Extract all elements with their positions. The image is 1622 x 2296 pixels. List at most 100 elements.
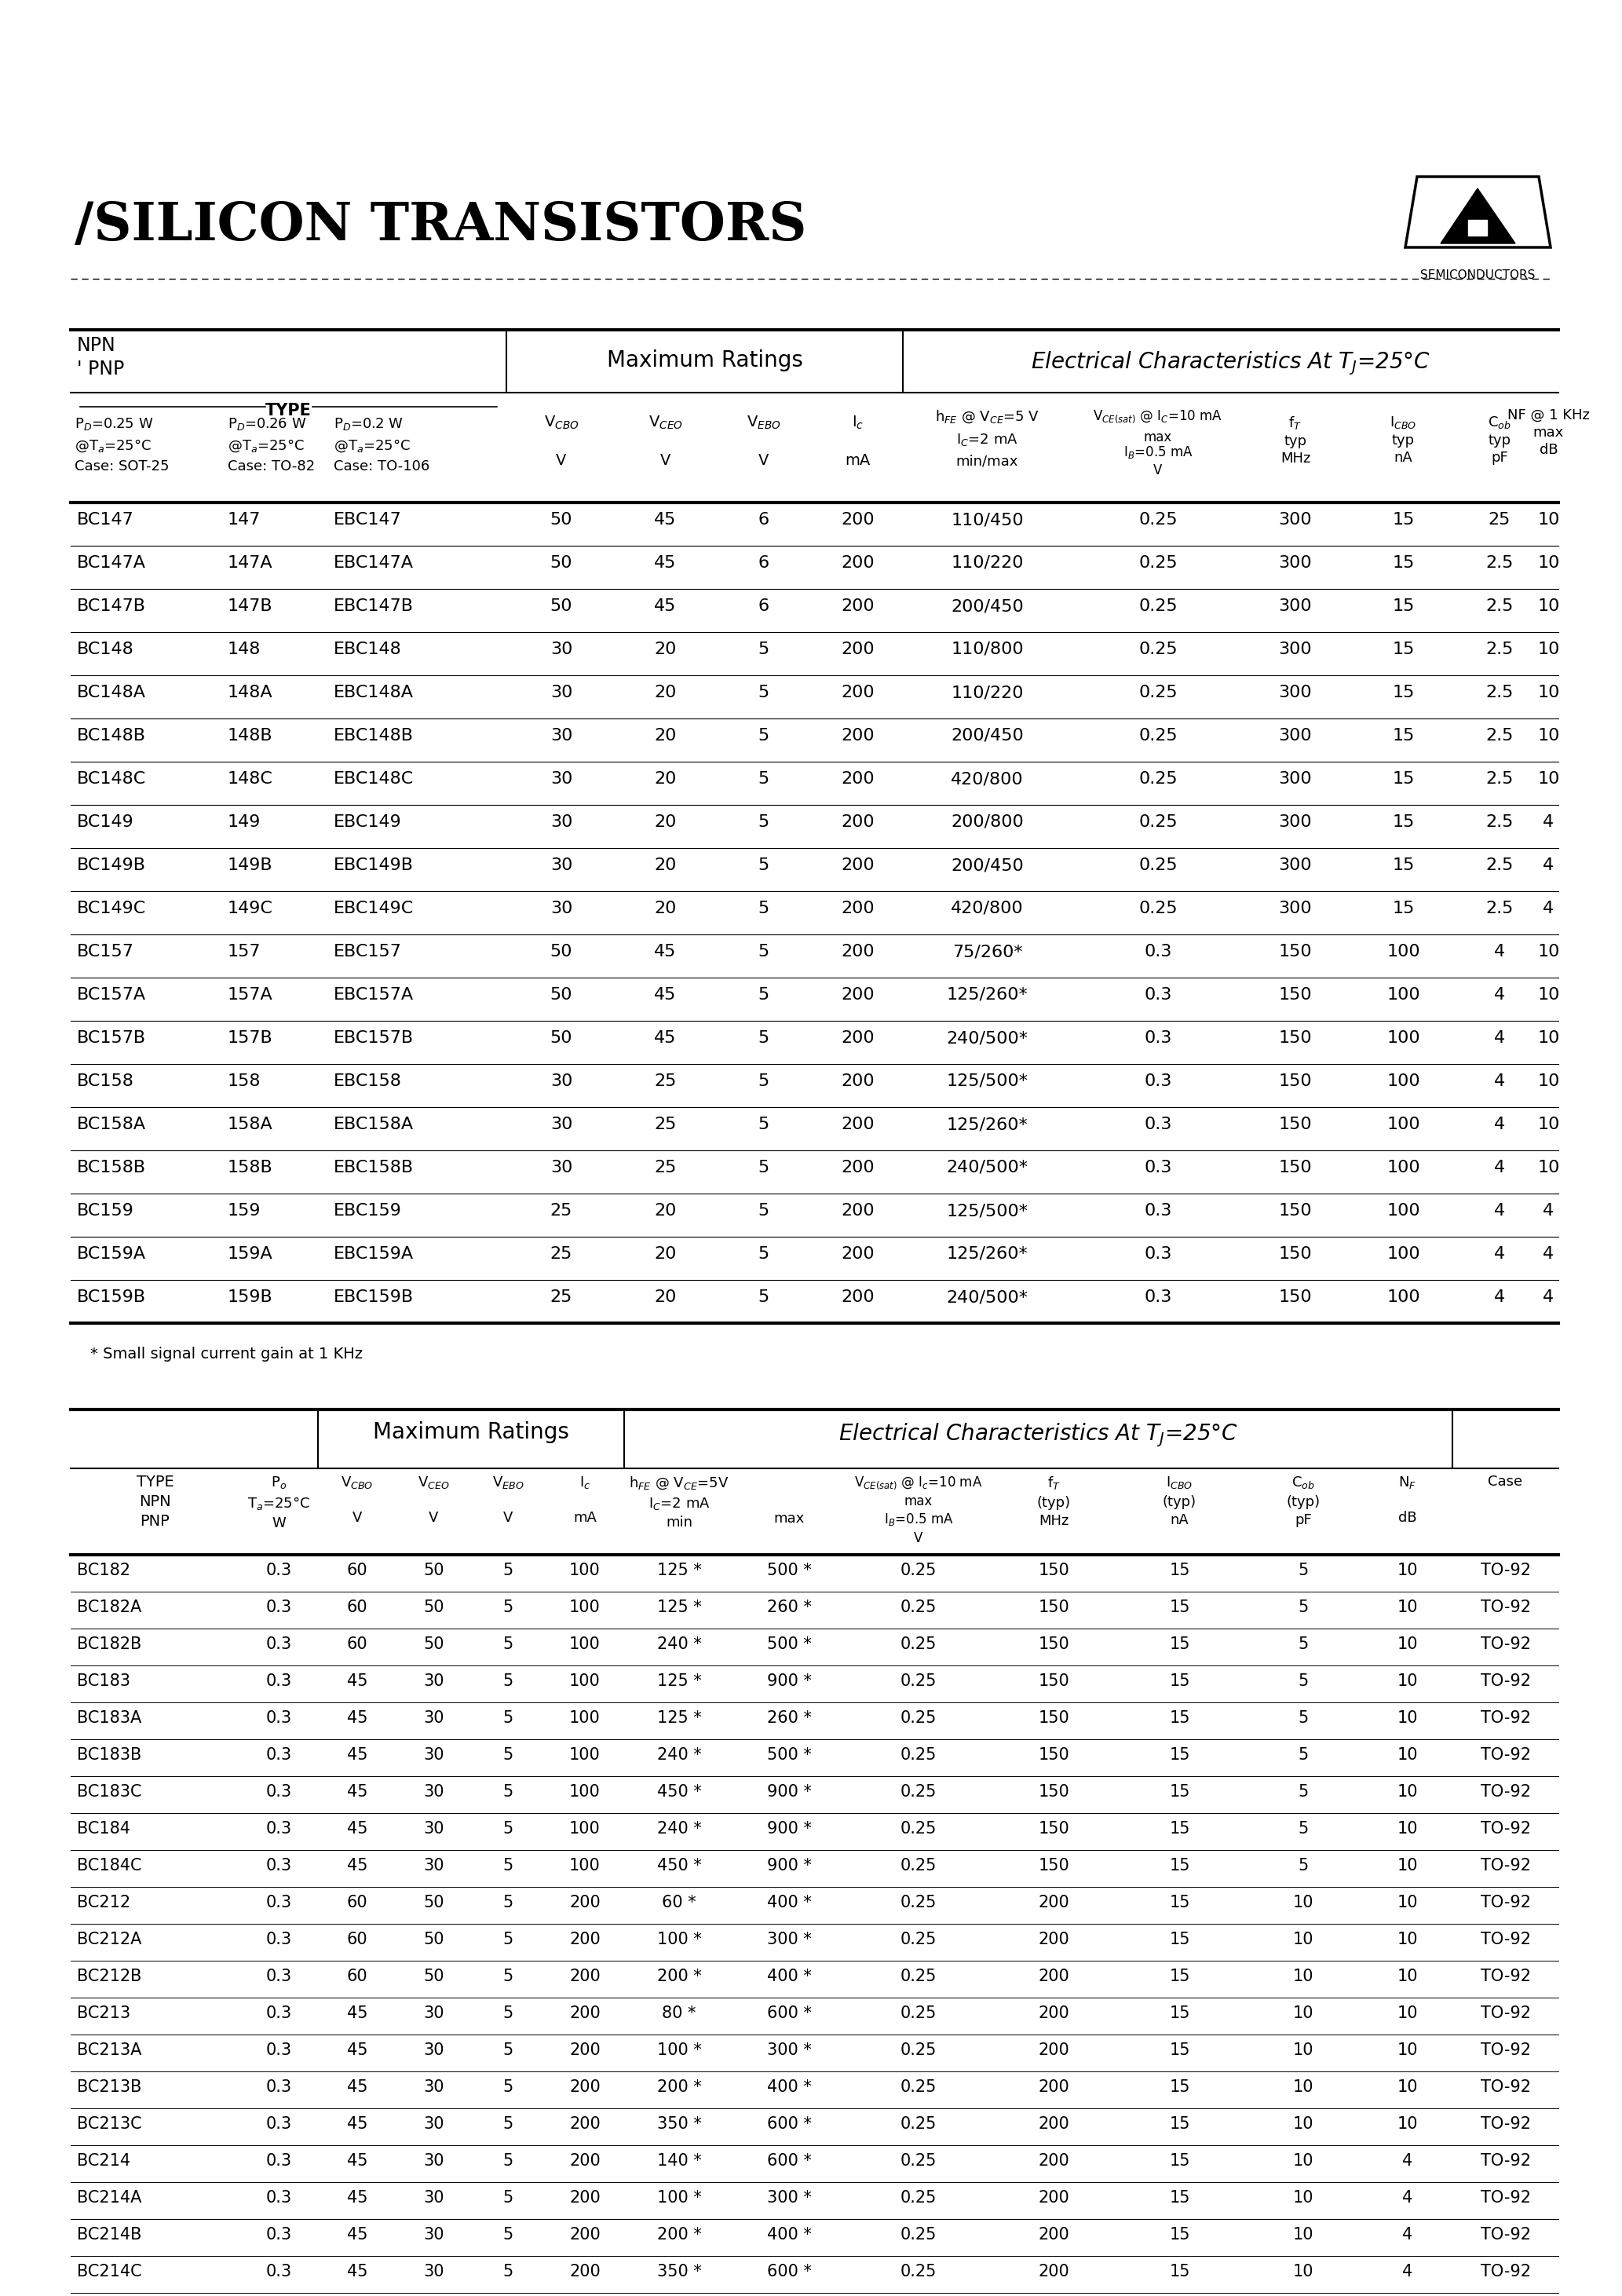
Text: 200: 200	[1038, 2190, 1069, 2206]
Text: 157B: 157B	[227, 1031, 272, 1047]
Text: 300 *: 300 *	[767, 1931, 811, 1947]
Text: 200: 200	[569, 2264, 600, 2280]
Text: 30: 30	[423, 2080, 444, 2094]
Text: 0.25: 0.25	[1139, 771, 1178, 788]
Text: 0.3: 0.3	[266, 2080, 292, 2094]
Text: EBC148: EBC148	[334, 641, 402, 657]
Text: TO-92: TO-92	[1481, 1711, 1531, 1727]
Text: 450 *: 450 *	[657, 1857, 701, 1874]
Text: 15: 15	[1169, 1711, 1191, 1727]
Text: 0.25: 0.25	[1139, 641, 1178, 657]
Text: 2.5: 2.5	[1486, 684, 1513, 700]
Text: BC157: BC157	[76, 944, 135, 960]
Text: EBC159A: EBC159A	[334, 1247, 414, 1263]
Text: TO-92: TO-92	[1481, 2190, 1531, 2206]
Text: 5: 5	[757, 771, 769, 788]
Text: SEMICONDUCTORS: SEMICONDUCTORS	[1421, 269, 1534, 280]
Text: BC159A: BC159A	[76, 1247, 146, 1263]
Text: 30: 30	[550, 1116, 573, 1132]
Text: 10: 10	[1293, 1931, 1314, 1947]
Text: N$_F$

dB: N$_F$ dB	[1398, 1474, 1416, 1525]
Text: 10: 10	[1397, 2043, 1418, 2057]
Text: 200: 200	[1038, 1931, 1069, 1947]
Text: 5: 5	[503, 2264, 514, 2280]
Text: 30: 30	[423, 1747, 444, 1763]
Text: 50: 50	[423, 1637, 444, 1653]
Text: 10: 10	[1293, 2080, 1314, 2094]
Text: 15: 15	[1392, 900, 1414, 916]
Text: 10: 10	[1538, 684, 1560, 700]
Text: 10: 10	[1293, 2227, 1314, 2243]
Text: 5: 5	[503, 2117, 514, 2133]
Text: TO-92: TO-92	[1481, 1968, 1531, 1984]
Text: TO-92: TO-92	[1481, 2117, 1531, 2133]
Text: EBC157A: EBC157A	[334, 987, 414, 1003]
Text: 100: 100	[569, 1674, 600, 1690]
Text: 50: 50	[550, 944, 573, 960]
Text: 10: 10	[1293, 1968, 1314, 1984]
Text: 50: 50	[550, 512, 573, 528]
Text: 10: 10	[1538, 987, 1560, 1003]
Text: 4: 4	[1494, 1290, 1505, 1304]
Text: P$_D$=0.2 W
@T$_a$=25°C
Case: TO-106: P$_D$=0.2 W @T$_a$=25°C Case: TO-106	[334, 416, 430, 473]
Text: 15: 15	[1169, 1857, 1191, 1874]
Text: 0.25: 0.25	[1139, 599, 1178, 613]
Text: 200/450: 200/450	[950, 856, 1023, 872]
Text: 20: 20	[654, 771, 676, 788]
Text: 45: 45	[347, 2004, 368, 2020]
Text: BC212A: BC212A	[76, 1931, 141, 1947]
Text: 200: 200	[840, 771, 874, 788]
Text: 20: 20	[654, 1290, 676, 1304]
Text: 0.3: 0.3	[266, 2043, 292, 2057]
Text: 6: 6	[757, 556, 769, 572]
Text: 150: 150	[1038, 1637, 1069, 1653]
Text: 15: 15	[1169, 1674, 1191, 1690]
Text: 158: 158	[227, 1075, 261, 1088]
Text: 0.3: 0.3	[266, 1564, 292, 1577]
Text: 0.25: 0.25	[1139, 856, 1178, 872]
Text: 15: 15	[1169, 1894, 1191, 1910]
Text: 30: 30	[550, 641, 573, 657]
Text: 200: 200	[1038, 1894, 1069, 1910]
Text: 150: 150	[1278, 1116, 1312, 1132]
Text: 4: 4	[1494, 1075, 1505, 1088]
Text: 600 *: 600 *	[767, 2154, 811, 2170]
Text: 10: 10	[1293, 2190, 1314, 2206]
Text: 0.3: 0.3	[266, 2117, 292, 2133]
Text: 45: 45	[654, 987, 676, 1003]
Text: BC183C: BC183C	[76, 1784, 141, 1800]
Text: 50: 50	[423, 1968, 444, 1984]
Text: 100: 100	[569, 1711, 600, 1727]
Text: 900 *: 900 *	[767, 1674, 811, 1690]
Text: BC157B: BC157B	[76, 1031, 146, 1047]
Text: 5: 5	[757, 815, 769, 829]
Text: 30: 30	[423, 1784, 444, 1800]
Text: 10: 10	[1397, 1711, 1418, 1727]
Text: 10: 10	[1397, 1857, 1418, 1874]
Text: NF @ 1 KHz
max
dB: NF @ 1 KHz max dB	[1507, 409, 1590, 457]
Text: 15: 15	[1169, 2043, 1191, 2057]
Text: 100: 100	[569, 1747, 600, 1763]
Text: 0.25: 0.25	[900, 1747, 938, 1763]
Text: 30: 30	[423, 2004, 444, 2020]
Text: 15: 15	[1392, 815, 1414, 829]
Text: 5: 5	[1298, 1821, 1309, 1837]
Text: 240/500*: 240/500*	[946, 1290, 1028, 1304]
Text: 10: 10	[1397, 1674, 1418, 1690]
Text: 5: 5	[1298, 1600, 1309, 1614]
Text: 157: 157	[227, 944, 261, 960]
Text: 30: 30	[550, 771, 573, 788]
Text: 300: 300	[1278, 556, 1312, 572]
Text: 0.3: 0.3	[1144, 1203, 1173, 1219]
Text: 45: 45	[347, 1747, 368, 1763]
Text: 0.25: 0.25	[900, 1784, 938, 1800]
Text: 5: 5	[503, 2043, 514, 2057]
Text: 4: 4	[1401, 2154, 1413, 2170]
Text: EBC147: EBC147	[334, 512, 402, 528]
Text: EBC158: EBC158	[334, 1075, 402, 1088]
Text: 45: 45	[654, 512, 676, 528]
Text: 0.25: 0.25	[900, 2117, 938, 2133]
Text: BC157A: BC157A	[76, 987, 146, 1003]
Text: 200: 200	[840, 728, 874, 744]
Text: BC213C: BC213C	[76, 2117, 141, 2133]
